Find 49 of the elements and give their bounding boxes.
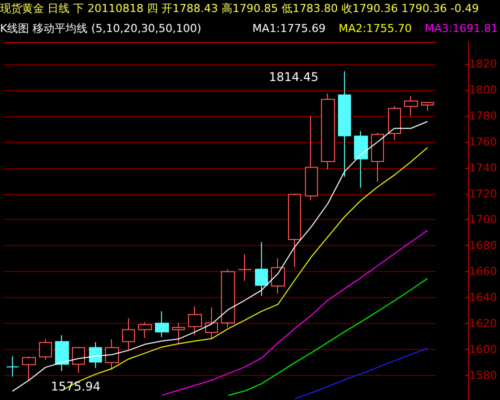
candlestick	[39, 338, 52, 360]
candlestick	[255, 242, 268, 296]
y-tick-label: 1760	[469, 135, 498, 148]
candlestick	[271, 258, 285, 294]
line-series	[228, 278, 428, 396]
candlestick	[338, 70, 351, 178]
line-series	[294, 348, 428, 400]
candlestick	[221, 268, 235, 328]
y-tick-label: 1620	[469, 316, 498, 330]
candlestick	[155, 310, 169, 338]
y-tick-label: 1680	[469, 239, 498, 252]
candlestick	[305, 116, 318, 201]
y-tick-label: 1780	[469, 109, 498, 122]
annotation: 1814.45	[268, 70, 318, 84]
y-tick-label: 1660	[469, 265, 498, 278]
candlestick	[188, 306, 202, 336]
candlestick	[205, 306, 218, 340]
candlestick	[388, 106, 401, 141]
candlestick	[6, 356, 19, 378]
line-series	[12, 121, 428, 392]
candlestick	[105, 338, 119, 370]
y-tick-label: 1600	[469, 342, 498, 356]
candlestick	[354, 130, 368, 188]
candlestick	[371, 132, 384, 182]
text: MA2:1755.70	[338, 22, 412, 35]
candlestick	[89, 342, 102, 368]
chart-title: 现货黄金 日线 下 20110818 四 开1788.43 高1790.85 低1783.80 收1790.36 1790.36 -0.49	[0, 2, 479, 15]
y-tick-label: 1720	[469, 187, 498, 200]
y-tick-label: 1700	[469, 213, 498, 226]
line-series	[161, 230, 428, 396]
candlestick	[55, 334, 69, 372]
candlestick	[72, 346, 85, 374]
candlestick	[238, 254, 252, 282]
y-tick-label: 1800	[469, 83, 498, 96]
text: MA1:1775.69	[252, 22, 326, 35]
y-tick-label: 1640	[469, 291, 498, 304]
text: MA3:1691.81	[424, 22, 498, 35]
candlestick	[288, 193, 301, 268]
y-tick-label: 1580	[469, 368, 498, 382]
candlestick	[321, 92, 335, 170]
candlestick	[172, 322, 185, 344]
candlestick	[138, 322, 152, 338]
candlestick	[122, 318, 135, 350]
y-tick-label: 1740	[469, 161, 498, 174]
candlestick	[421, 101, 434, 112]
y-tick-label: 1820	[469, 58, 498, 71]
candlestick	[22, 356, 36, 382]
chart-subtitle: K线图 移动平均线 (5,10,20,30,50,100)	[0, 22, 202, 35]
candlestick	[404, 96, 418, 116]
